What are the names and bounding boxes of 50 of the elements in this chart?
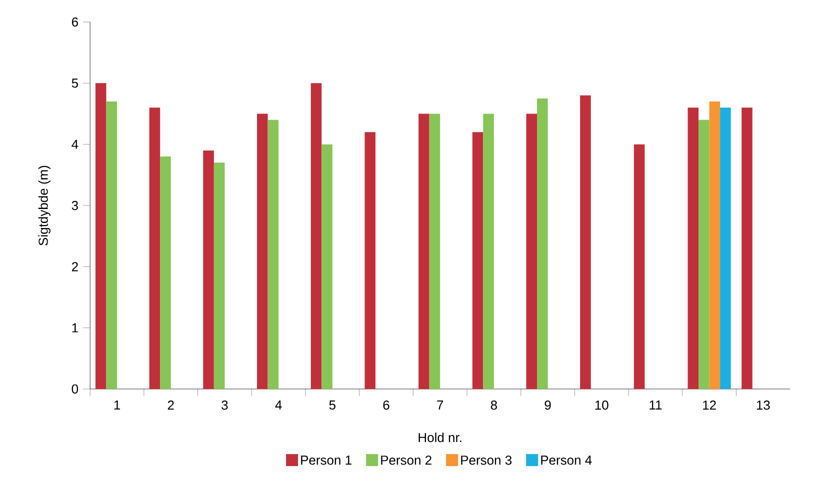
bar [214,162,225,389]
x-tick-label: 12 [703,400,716,410]
legend-label: Person 3 [461,456,512,465]
bar [580,95,591,389]
y-tick-label: 4 [72,140,78,149]
bar [364,132,376,389]
y-tick-label: 6 [72,17,78,27]
x-tick-label: 6 [383,400,390,410]
x-tick-label: 8 [490,400,497,410]
bar [483,114,494,389]
y-tick-label: 2 [72,262,78,272]
y-axis-title: Sigtdybde (m) [38,166,50,246]
x-tick-label: 11 [650,400,662,410]
bar [537,98,548,389]
bar [106,102,118,389]
x-tick-label: 2 [168,400,174,410]
x-tick-label: 9 [544,400,551,410]
x-tick-label: 13 [756,400,770,410]
bar [526,114,537,389]
bar [429,114,440,389]
bar [257,114,268,389]
y-tick-label: 0 [72,384,78,394]
y-tick-label: 3 [72,200,78,210]
bar [149,108,160,389]
y-tick-label: 5 [72,78,78,88]
x-tick-label: 3 [222,400,228,410]
bar [634,144,645,389]
y-tick-label: 1 [72,323,78,332]
bar [742,108,752,389]
bar [472,132,484,389]
bar [688,108,699,389]
bar [720,108,731,389]
x-tick-label: 10 [595,400,608,410]
bar [203,150,214,389]
bar [310,83,322,389]
x-tick-label: 1 [114,400,120,410]
bar [709,102,720,389]
bar [95,83,106,389]
legend-label: Person 1 [301,456,352,465]
legend-label: Person 4 [541,456,592,465]
bar [418,114,430,389]
x-axis-title: Hold nr. [418,432,462,442]
x-tick-label: 5 [329,400,336,410]
x-tick-label: 7 [437,400,444,410]
bar [322,144,332,389]
bar [160,156,171,389]
x-tick-label: 4 [275,400,282,410]
bar [268,120,279,389]
bar [698,120,710,389]
legend-label: Person 2 [381,456,432,465]
